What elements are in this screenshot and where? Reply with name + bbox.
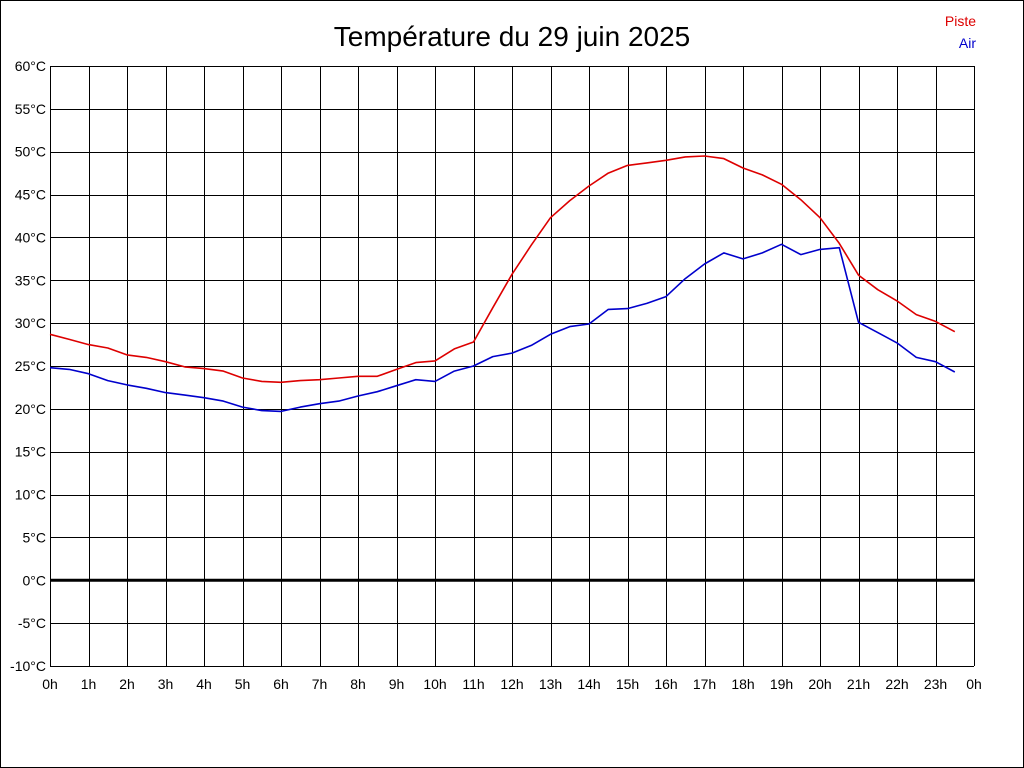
chart-title: Température du 29 juin 2025: [334, 21, 690, 52]
series-lines: [49, 155, 956, 413]
x-tick-label: 2h: [119, 676, 135, 692]
y-tick-label: 20°C: [15, 401, 46, 417]
y-tick-label: 40°C: [15, 229, 46, 245]
legend-entry-air: Air: [959, 35, 976, 51]
y-tick-label: 60°C: [15, 58, 46, 74]
x-tick-label: 8h: [350, 676, 366, 692]
y-tick-label: 10°C: [15, 487, 46, 503]
x-tick-label: 7h: [312, 676, 328, 692]
x-tick-label: 5h: [235, 676, 251, 692]
series-line-piste: [49, 155, 956, 384]
y-tick-label: -5°C: [18, 615, 46, 631]
legend: Piste Air: [945, 13, 976, 51]
x-tick-label: 13h: [539, 676, 562, 692]
legend-entry-piste: Piste: [945, 13, 976, 29]
y-tick-label: 0°C: [23, 572, 47, 588]
x-tick-label: 15h: [616, 676, 639, 692]
y-tick-label: 35°C: [15, 272, 46, 288]
x-tick-label: 19h: [770, 676, 793, 692]
x-tick-label: 1h: [81, 676, 97, 692]
y-tick-label: 50°C: [15, 144, 46, 160]
x-tick-label: 0h: [42, 676, 58, 692]
x-axis-ticks: 0h 1h 2h 3h 4h 5h 6h 7h 8h 9h 10h 11h 12h 13h 14h 15h 16…: [42, 676, 982, 692]
y-tick-label: 15°C: [15, 444, 46, 460]
x-tick-label: 10h: [423, 676, 446, 692]
x-tick-label: 21h: [847, 676, 870, 692]
x-tick-label: 0h: [966, 676, 982, 692]
series-line-air: [49, 243, 956, 413]
y-axis-ticks: 60°C 55°C 50°C 45°C 40°C 35°C 30°C 25°C 20°C 15°C…: [10, 58, 46, 674]
y-tick-label: 30°C: [15, 315, 46, 331]
x-tick-label: 14h: [577, 676, 600, 692]
x-tick-label: 6h: [273, 676, 289, 692]
y-tick-label: 5°C: [23, 529, 47, 545]
x-tick-label: 23h: [924, 676, 947, 692]
x-tick-label: 9h: [389, 676, 405, 692]
y-tick-label: 25°C: [15, 358, 46, 374]
x-tick-label: 18h: [731, 676, 754, 692]
y-tick-label: -10°C: [10, 658, 46, 674]
x-tick-label: 16h: [654, 676, 677, 692]
grid: [50, 66, 975, 667]
x-tick-label: 17h: [693, 676, 716, 692]
x-tick-label: 22h: [885, 676, 908, 692]
x-tick-label: 11h: [462, 676, 484, 692]
x-tick-label: 20h: [808, 676, 831, 692]
y-tick-label: 45°C: [15, 187, 46, 203]
y-tick-label: 55°C: [15, 101, 46, 117]
x-tick-label: 3h: [158, 676, 174, 692]
x-tick-label: 4h: [196, 676, 212, 692]
x-tick-label: 12h: [500, 676, 523, 692]
